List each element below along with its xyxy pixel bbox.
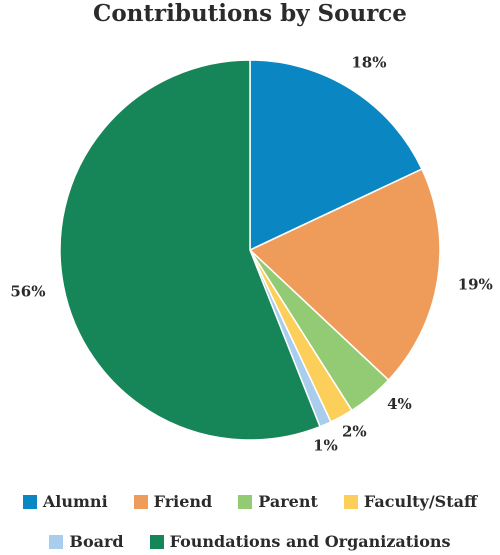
legend-swatch-parent xyxy=(238,494,253,509)
legend-label-friend: Friend xyxy=(153,492,213,511)
legend-item-faculty-staff: Faculty/Staff xyxy=(343,492,478,511)
legend-label-foundations-and-organizations: Foundations and Organizations xyxy=(169,532,451,551)
chart-title: Contributions by Source xyxy=(93,0,407,27)
pie-slice-foundations-and-organizations xyxy=(59,59,321,441)
legend-label-alumni: Alumni xyxy=(42,492,108,511)
legend-item-friend: Friend xyxy=(133,492,213,511)
pie-chart: 18% 19% 4% 2%1% 56% xyxy=(10,54,493,455)
legend-item-foundations-and-organizations: Foundations and Organizations xyxy=(149,532,451,551)
legend-swatch-alumni xyxy=(22,494,37,509)
legend-swatch-foundations-and-organizations xyxy=(149,534,164,549)
legend-label-faculty-staff: Faculty/Staff xyxy=(363,492,478,511)
legend-swatch-friend xyxy=(133,494,148,509)
legend-item-alumni: Alumni xyxy=(22,492,108,511)
pie-label-alumni: 18% xyxy=(351,54,386,72)
pie-slice-friend xyxy=(248,168,441,382)
legend-label-parent: Parent xyxy=(258,492,318,511)
legend-item-parent: Parent xyxy=(238,492,318,511)
legend-item-board: Board xyxy=(49,532,124,551)
pie-label-parent: 4% xyxy=(387,395,412,413)
pie-slice-alumni xyxy=(249,59,423,252)
legend-label-board: Board xyxy=(69,532,124,551)
pie-label-board: 1% xyxy=(313,437,338,455)
pie-label-faculty-staff: 2% xyxy=(342,422,367,440)
pie-label-foundations-and-organizations: 56% xyxy=(10,283,45,301)
legend-swatch-faculty-staff xyxy=(343,494,358,509)
legend-row-1: Alumni Friend Parent Faculty/Staff xyxy=(0,492,500,511)
legend-row-2: Board Foundations and Organizations xyxy=(0,532,500,551)
legend-swatch-board xyxy=(49,534,64,549)
pie-label-friend: 19% xyxy=(458,276,493,294)
